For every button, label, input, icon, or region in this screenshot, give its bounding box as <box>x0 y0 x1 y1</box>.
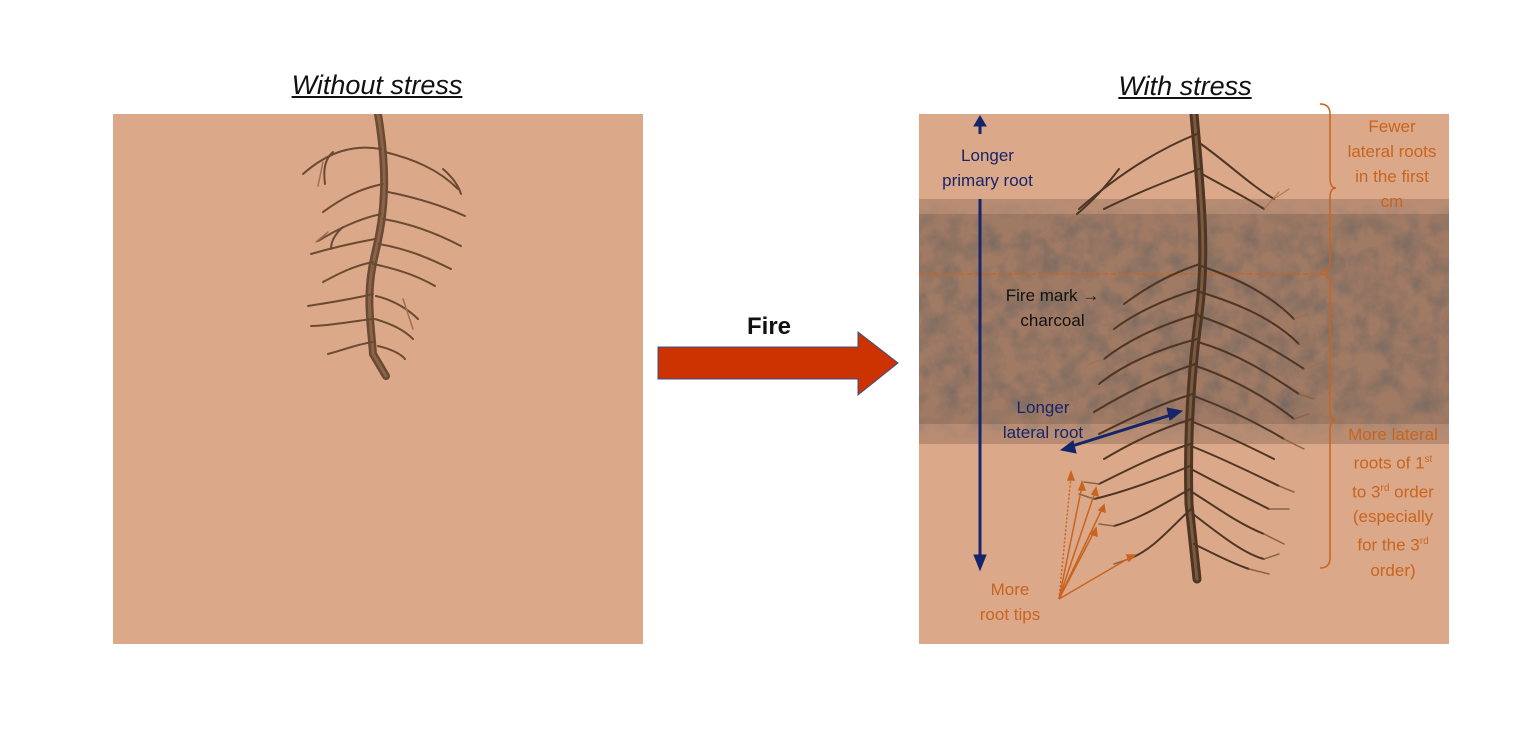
panel-with-stress <box>919 114 1449 644</box>
lateral-root-arrow <box>1059 407 1184 454</box>
root-tips-arrows <box>1058 469 1137 600</box>
fire-mark-label: Fire mark → charcoal <box>1005 286 1100 330</box>
longer-primary-root-label: Longer primary root <box>942 146 1033 190</box>
more-root-tips-label: More root tips <box>979 580 1041 624</box>
primary-root-arrow <box>973 115 987 572</box>
panel-without-stress <box>113 114 643 644</box>
title-with-stress: With stress <box>1118 71 1252 101</box>
fewer-lateral-roots-label: Fewer lateral roots in the first cm <box>1347 117 1437 211</box>
title-without-stress: Without stress <box>291 70 463 100</box>
root-system-normal <box>302 114 466 380</box>
fire-label: Fire <box>746 313 792 340</box>
root-system-stressed <box>1076 114 1320 584</box>
longer-lateral-root-label: Longer lateral root <box>1002 398 1084 442</box>
more-lateral-roots-label: More lateral roots of 1st to 3rd order (… <box>1348 425 1438 580</box>
